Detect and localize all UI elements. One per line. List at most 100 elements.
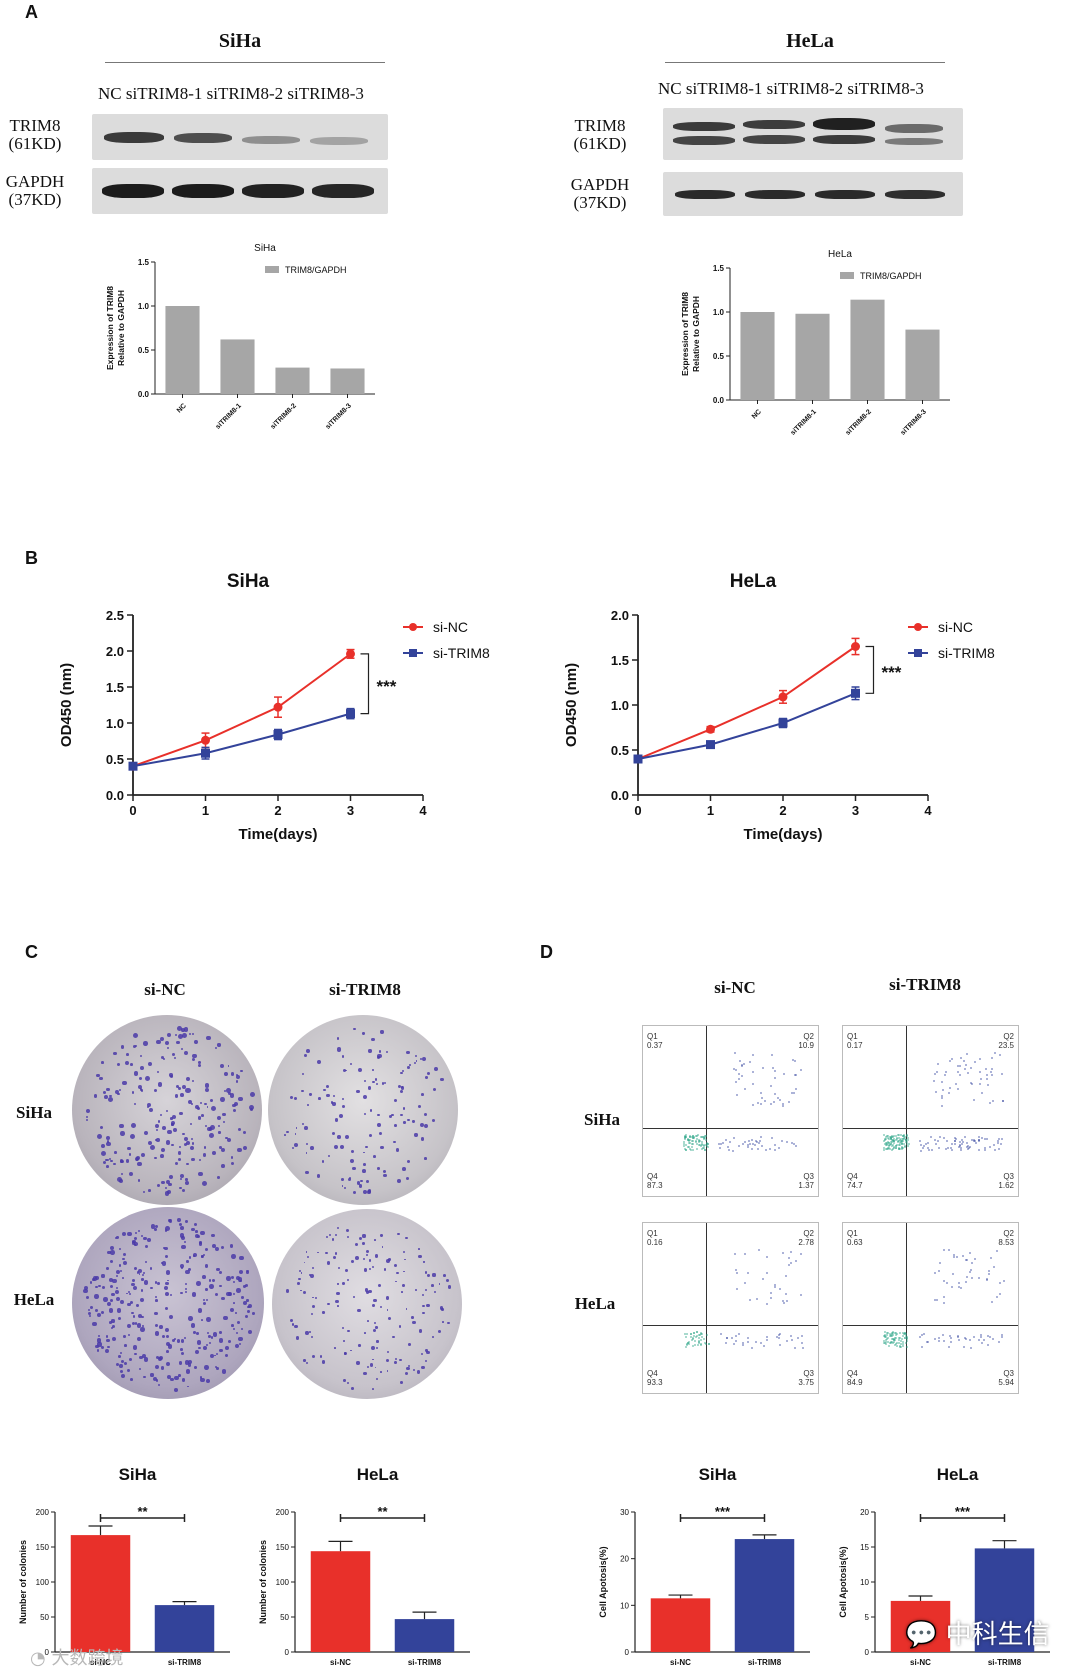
colony-dot [357,1308,361,1312]
colony-dot [231,1161,234,1165]
colony-dot [182,1085,186,1090]
colony-dot [228,1340,232,1343]
colony-dot [122,1257,125,1261]
colony-dot [362,1032,365,1035]
colony-dot [198,1060,202,1064]
colony-dot [156,1070,159,1073]
colony-dot [177,1158,181,1162]
flow-event-dot [986,1138,989,1141]
colony-dot [162,1058,166,1061]
y-axis-label: Cell Apotosis(%) [598,1546,608,1617]
blot-siha-trim8-strip [92,114,388,160]
flow-event-dot [963,1067,966,1070]
flow-event-dot [738,1059,741,1062]
colony-dot [445,1278,450,1283]
colony-dot [116,1236,119,1239]
flow-event-dot [951,1286,954,1289]
flow-event-dot [685,1343,688,1346]
colony-dot [446,1321,450,1325]
flow-event-dot [733,1343,735,1346]
flow-event-dot [701,1332,704,1335]
flow-event-dot [906,1338,909,1341]
flow-event-dot [946,1140,949,1143]
colony-dot [91,1321,97,1327]
flow-event-dot [885,1143,888,1146]
colony-dot [105,1267,109,1271]
flow-event-dot [691,1137,694,1140]
flow-event-dot [980,1336,983,1338]
colony-dot [204,1364,210,1370]
colony-dot [85,1108,90,1113]
flow-event-dot [957,1335,960,1338]
flow-event-dot [765,1302,768,1305]
colony-dot [374,1366,377,1369]
colony-dot [339,1114,344,1119]
flow-event-dot [963,1060,966,1063]
flow-event-dot [698,1143,701,1146]
bar [740,312,775,400]
flow-event-dot [889,1142,892,1145]
flow-event-dot [736,1094,739,1097]
colony-dot [159,1325,163,1329]
flow-event-dot [978,1339,981,1342]
colony-dot [239,1069,243,1073]
colony-dot [123,1261,128,1266]
colony-dot [134,1352,137,1355]
colony-dot [391,1114,394,1117]
colony-dot [137,1314,142,1319]
colony-dot [203,1298,206,1301]
flow-event-dot [793,1073,796,1076]
flow-event-dot [787,1257,790,1260]
colony-dot [311,1267,314,1270]
colony-dot [132,1315,135,1318]
colony-dot [242,1300,247,1305]
colony-dot [155,1379,158,1382]
flow-event-dot [904,1136,907,1139]
flow-event-dot [743,1252,746,1255]
colony-dot [204,1087,210,1093]
flow-event-dot [937,1139,940,1142]
colony-dot [372,1155,376,1159]
colony-dot [396,1232,400,1236]
quadrant-name: Q4 [847,1369,858,1378]
colony-dot [209,1284,214,1289]
colony-dot [303,1261,306,1264]
quadrant-value: 8.53 [998,1238,1014,1247]
colony-dot [102,1090,106,1094]
flow-event-dot [890,1140,893,1143]
flow-row-label-siha: SiHa [584,1110,620,1129]
flow-event-dot [950,1143,953,1146]
flow-event-dot [751,1147,754,1150]
flow-event-dot [718,1146,721,1149]
flow-event-dot [902,1335,905,1338]
flow-event-dot [899,1139,902,1142]
colony-dot [248,1104,254,1110]
flow-event-dot [892,1337,895,1340]
colony-dot [123,1334,127,1338]
flow-event-dot [702,1144,705,1147]
colony-dot [342,1326,345,1329]
colony-col-label-si-trim8: si-TRIM8 [329,980,401,999]
colony-dot [426,1071,431,1076]
flow-event-dot [738,1078,741,1081]
chart-title: SiHa [119,1465,157,1484]
flow-event-dot [898,1337,901,1340]
legend-label: si-TRIM8 [938,645,995,661]
flow-event-dot [702,1147,705,1150]
flow-event-dot [899,1134,902,1137]
flow-event-dot [691,1135,694,1138]
flow-event-dot [707,1145,710,1148]
colony-dot [166,1179,171,1185]
colony-dot [208,1279,212,1283]
colony-dot [124,1060,130,1066]
colony-dot [306,1256,309,1259]
flow-event-dot [884,1333,887,1336]
flow-event-dot [757,1148,760,1151]
flow-event-dot [902,1139,905,1142]
colony-dot [310,1312,314,1316]
colony-dot [100,1150,106,1156]
colony-dot [133,1243,137,1247]
colony-dot [226,1137,232,1143]
colony-dot [345,1135,350,1140]
